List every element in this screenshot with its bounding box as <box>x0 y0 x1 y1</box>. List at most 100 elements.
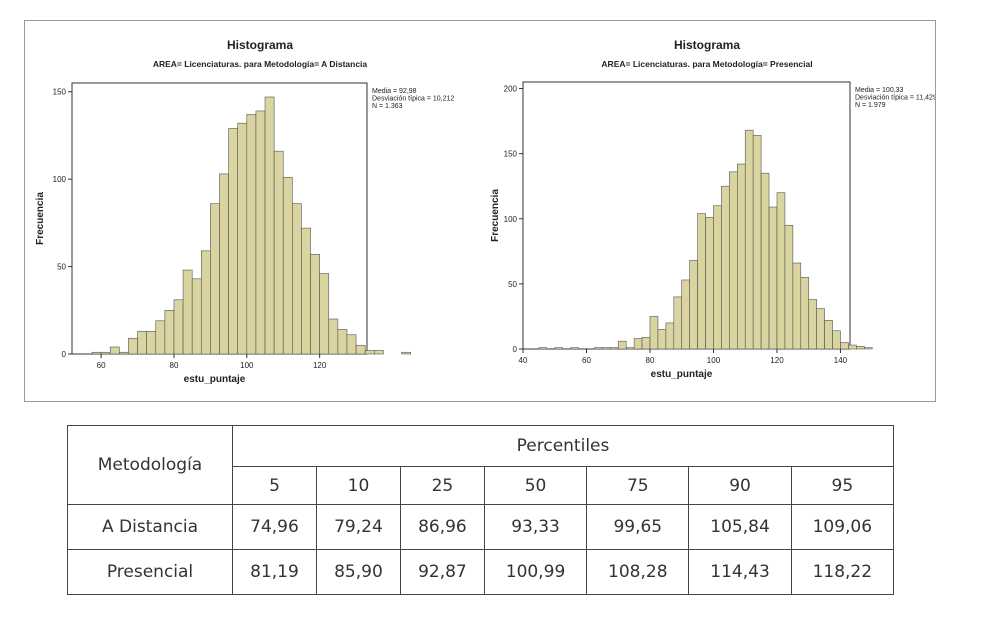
histogram-bar <box>800 277 810 350</box>
x-axis-label: estu_puntaje <box>651 369 713 380</box>
histogram-bar <box>401 351 412 355</box>
histogram-bar <box>784 224 794 350</box>
y-tick-label: 0 <box>62 350 67 359</box>
table-cell: 114,43 <box>688 549 792 595</box>
histogram-bar <box>119 351 129 355</box>
table-cell: 79,24 <box>315 504 401 550</box>
histogram-bar <box>570 347 579 350</box>
histogram-bar <box>310 254 320 355</box>
histogram-bar <box>610 347 619 350</box>
histogram-bar <box>808 299 817 350</box>
histogram-bar <box>100 351 111 355</box>
x-tick-label: 120 <box>770 356 784 365</box>
histogram-bar <box>182 269 193 355</box>
histogram-bar <box>373 350 384 355</box>
histogram-bar <box>91 351 102 355</box>
stats-line: Media = 92,98 <box>372 88 417 95</box>
histogram-bar <box>594 347 603 350</box>
histogram-bar <box>200 250 211 355</box>
histogram-bar <box>264 96 275 355</box>
histogram-bar <box>155 320 166 355</box>
table-cell: 99,65 <box>586 504 690 550</box>
histogram-bar <box>228 128 239 355</box>
x-tick-label: 80 <box>170 361 179 370</box>
histogram-bar <box>689 260 698 350</box>
y-tick-label: 150 <box>53 88 67 97</box>
stats-line: Desviación típica = 10,212 <box>372 96 454 103</box>
y-tick-label: 100 <box>53 175 67 184</box>
y-tick-label: 100 <box>504 215 518 224</box>
histogram-bar <box>128 337 138 355</box>
table-row: A Distancia 74,96 79,24 86,96 93,33 99,6… <box>67 504 895 550</box>
percentile-col: 95 <box>790 466 895 505</box>
table-cell: 105,84 <box>688 504 792 550</box>
histogram-bar <box>602 347 611 350</box>
table-cell: 85,90 <box>315 549 401 595</box>
table-header-row: Metodología Percentiles <box>67 425 894 505</box>
histogram-bar <box>816 308 825 350</box>
table-cell: 86,96 <box>399 504 485 550</box>
histogram-bar <box>137 330 147 355</box>
histogram-bar <box>705 217 714 350</box>
histogram-bar <box>219 173 229 355</box>
histogram-bar <box>713 205 722 350</box>
x-axis-label: estu_puntaje <box>184 374 246 385</box>
histogram-bar <box>173 299 184 355</box>
histogram-bar <box>736 163 746 350</box>
histogram-bar <box>364 350 375 355</box>
histogram-bar <box>237 122 248 355</box>
histogram-bar <box>538 347 548 350</box>
histogram-bar <box>109 346 120 355</box>
figure-frame: Histograma AREA= Licenciaturas. para Meto… <box>24 20 936 402</box>
histogram-bar <box>657 329 667 350</box>
y-tick-label: 0 <box>513 345 518 354</box>
table-cell: 118,22 <box>790 549 895 595</box>
histogram-bar <box>210 203 220 355</box>
stats-line: Desviación típica = 11,429 <box>855 95 935 102</box>
x-tick-label: 120 <box>313 361 327 370</box>
percentile-col: 75 <box>586 466 690 505</box>
histogram-bar <box>292 203 302 355</box>
histogram-presencial: Histograma AREA= Licenciaturas. para Meto… <box>490 38 935 380</box>
row-name: Presencial <box>67 549 233 595</box>
percentiles-table: Metodología Percentiles 5 10 25 50 75 90… <box>67 425 895 595</box>
table-cell: 109,06 <box>790 504 895 550</box>
table-cell: 74,96 <box>232 504 317 550</box>
histogram-bar <box>301 227 311 355</box>
histogram-bar <box>752 135 762 350</box>
x-tick-label: 60 <box>97 361 106 370</box>
histogram-bar <box>856 346 865 350</box>
x-tick-label: 60 <box>582 356 591 365</box>
histogram-bar <box>832 330 841 350</box>
histogram-bar <box>355 344 366 355</box>
histogram-bar <box>721 185 730 350</box>
percentile-columns-row: 5 10 25 50 75 90 95 <box>68 466 895 505</box>
percentiles-header: Percentiles <box>232 425 894 467</box>
histogram-bar <box>346 334 357 355</box>
chart-title: Histograma <box>227 38 293 52</box>
histogram-bar <box>328 318 339 355</box>
histogram-bar <box>792 262 802 350</box>
histogram-bar <box>840 342 849 350</box>
y-axis-label: Frecuencia <box>490 189 501 242</box>
chart-title: Histograma <box>674 38 740 52</box>
x-tick-label: 40 <box>519 356 528 365</box>
histogram-a-distancia: Histograma AREA= Licenciaturas. para Meto… <box>35 38 454 385</box>
histogram-bar <box>337 329 348 355</box>
histogram-bar <box>729 171 738 350</box>
histogram-bar <box>848 344 857 350</box>
histogram-bar <box>681 279 690 350</box>
histogram-bar <box>697 213 706 350</box>
percentile-col: 90 <box>688 466 792 505</box>
histogram-bar <box>863 347 873 350</box>
table-cell: 92,87 <box>399 549 485 595</box>
x-tick-label: 140 <box>834 356 848 365</box>
histogram-bar <box>824 320 833 350</box>
histogram-bar <box>146 330 157 355</box>
histogram-bar <box>273 150 284 355</box>
histogram-bar <box>319 273 330 355</box>
stats-line: N = 1.979 <box>855 102 886 109</box>
percentile-col: 10 <box>315 466 401 505</box>
y-axis-label: Frecuencia <box>35 192 46 245</box>
histogram-bar <box>191 278 202 355</box>
